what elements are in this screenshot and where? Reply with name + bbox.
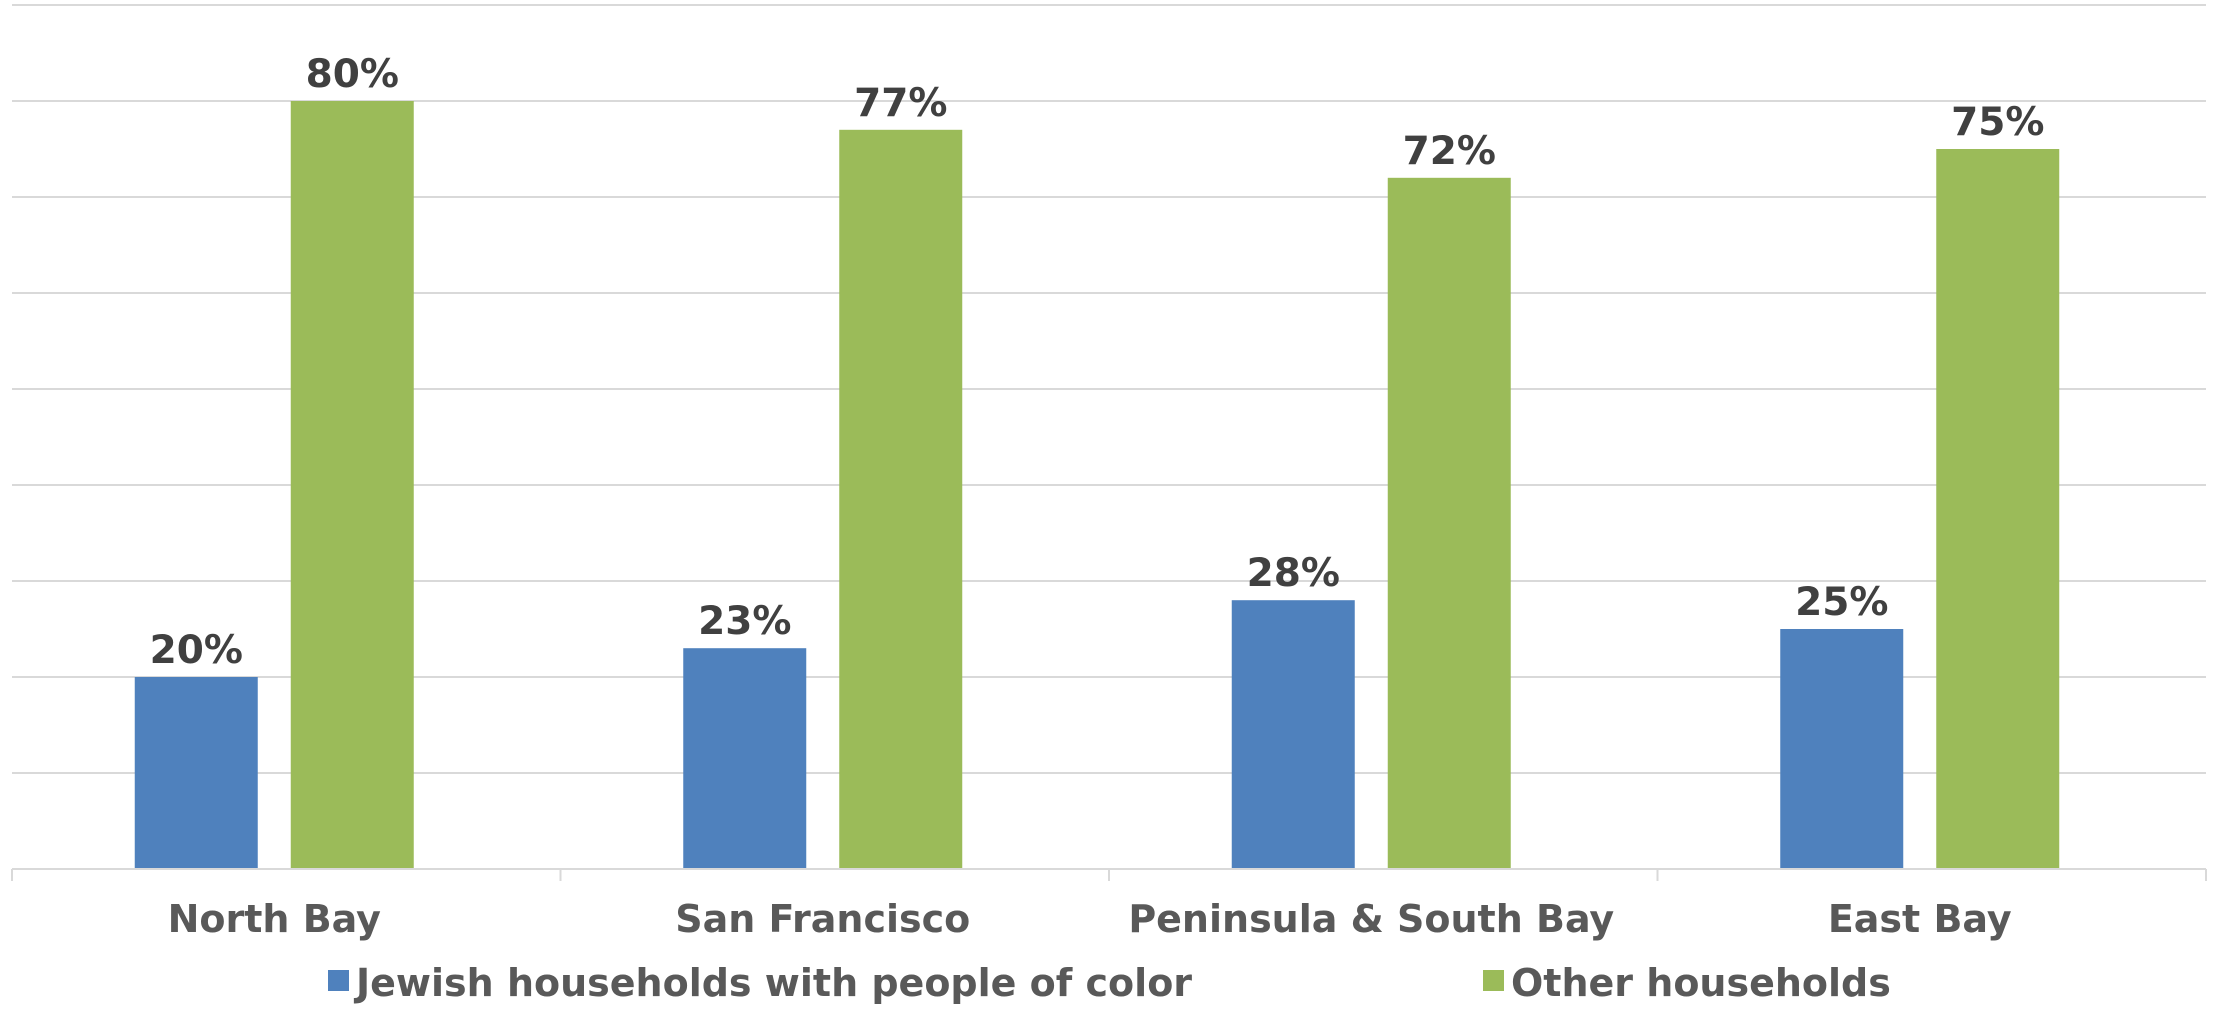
data-label: 75% (1951, 100, 2044, 145)
data-labels: 20% 80% 23% 77% 28% 72% 25% 75% (150, 52, 2045, 673)
legend: Jewish households with people of color Ot… (328, 961, 1891, 1005)
bar (1387, 177, 1511, 870)
data-label: 80% (306, 52, 399, 97)
bar (1936, 149, 2060, 869)
category-label: San Francisco (675, 897, 970, 941)
bar (290, 101, 414, 869)
category-label: Peninsula & South Bay (1128, 897, 1614, 941)
legend-swatch (328, 970, 349, 991)
x-axis: North Bay San Francisco Peninsula & South … (11, 868, 2207, 941)
data-label: 23% (698, 599, 791, 644)
data-label: 25% (1795, 580, 1888, 625)
legend-swatch (1483, 970, 1504, 991)
bar (1231, 600, 1355, 869)
data-label: 72% (1403, 129, 1496, 174)
bar (683, 648, 807, 869)
category-label: East Bay (1828, 897, 2012, 941)
legend-label: Jewish households with people of color (353, 961, 1192, 1005)
legend-label: Other households (1511, 961, 1891, 1005)
category-label: North Bay (168, 897, 382, 941)
bar (134, 677, 258, 869)
bars (134, 101, 2060, 870)
data-label: 28% (1247, 551, 1340, 596)
bar (839, 129, 963, 870)
bar (1780, 629, 1904, 869)
data-label: 20% (150, 628, 243, 673)
data-label: 77% (854, 81, 947, 126)
